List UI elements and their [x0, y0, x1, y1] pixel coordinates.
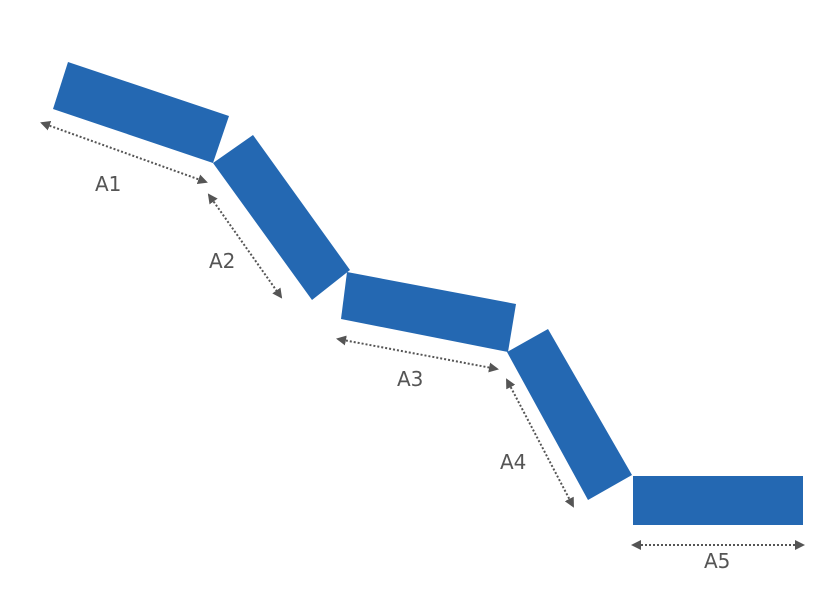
segment-2 [213, 135, 350, 300]
segment-1 [53, 62, 229, 163]
label-a5: A5 [704, 549, 730, 573]
dimension-a3 [336, 335, 499, 373]
label-a3: A3 [397, 367, 423, 391]
dimension-a1 [40, 121, 208, 184]
label-a1: A1 [95, 172, 121, 196]
segment-3 [341, 272, 516, 352]
dimension-a2 [207, 193, 283, 299]
label-a4: A4 [500, 450, 526, 474]
segment-4 [507, 329, 632, 500]
label-a2: A2 [209, 249, 235, 273]
segment-5 [633, 476, 803, 525]
